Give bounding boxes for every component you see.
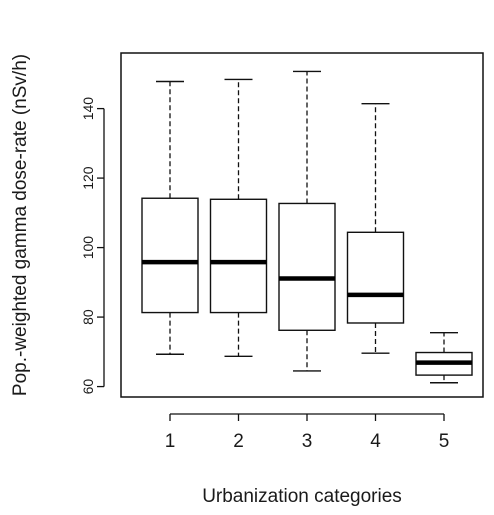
x-tick-label: 3 [302, 431, 313, 452]
plot-frame [120, 52, 484, 398]
x-tick-label: 5 [439, 431, 450, 452]
box-group-5 [415, 332, 473, 384]
y-axis: 60 80 100 120 140 [80, 97, 105, 395]
x-axis-label: Urbanization categories [202, 486, 402, 507]
y-axis-label: Pop.-weighted gamma dose-rate (nSv/h) [10, 54, 31, 396]
iqr-box [278, 202, 336, 331]
iqr-box [141, 197, 199, 314]
y-tick-label: 140 [80, 97, 96, 121]
box-group-3 [278, 70, 336, 372]
y-tick-label: 100 [80, 236, 96, 260]
y-tick-label: 60 [80, 379, 96, 395]
box-group-4 [346, 103, 405, 354]
iqr-box [346, 231, 405, 324]
y-tick-label: 80 [80, 309, 96, 325]
y-tick-label: 120 [80, 166, 96, 190]
box-group-2 [209, 78, 268, 358]
boxes-layer [141, 70, 473, 384]
x-tick-label: 2 [233, 431, 244, 452]
x-axis: 1 2 3 4 5 [165, 413, 450, 452]
x-tick-label: 4 [370, 431, 381, 452]
x-tick-label: 1 [165, 431, 176, 452]
box-group-1 [141, 80, 199, 355]
iqr-box [209, 198, 268, 314]
